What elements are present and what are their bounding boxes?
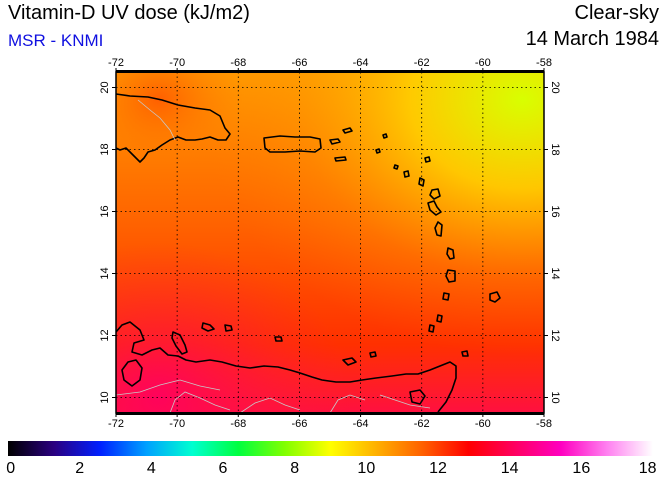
colorbar-labels: 0 2 4 6 8 10 12 14 16 18 (6, 460, 656, 480)
colorbar-tick-label: 18 (638, 460, 657, 477)
colorbar (8, 441, 653, 456)
colorbar-tick-label: 4 (146, 460, 156, 477)
colorbar-tick-label: 8 (290, 460, 300, 477)
lat-tick-label-left: 20 (99, 81, 111, 93)
lon-tick-label-bottom: -68 (230, 418, 246, 430)
lon-tick-label-top: -58 (536, 57, 552, 69)
lat-tick-label-right: 10 (549, 391, 561, 403)
lat-tick-label-left: 10 (99, 391, 111, 403)
sky-condition: Clear-sky (574, 2, 659, 24)
coastlines (116, 93, 501, 413)
lon-tick-label-top: -62 (414, 57, 430, 69)
colorbar-tick-label: 10 (357, 460, 376, 477)
lon-tick-label-top: -64 (353, 57, 369, 69)
lat-tick-label-right: 12 (549, 329, 561, 341)
colorbar-tick-label: 16 (572, 460, 591, 477)
lon-tick-label-top: -72 (108, 57, 124, 69)
lat-tick-label-right: 20 (549, 81, 561, 93)
colorbar-tick-label: 2 (75, 460, 85, 477)
lon-tick-label-bottom: -58 (536, 418, 552, 430)
map-date: 14 March 1984 (525, 28, 659, 50)
borders (116, 99, 431, 413)
lon-tick-label-top: -70 (169, 57, 185, 69)
lat-tick-label-left: 14 (99, 267, 111, 279)
lat-tick-label-left: 16 (99, 205, 111, 217)
lon-tick-label-bottom: -66 (291, 418, 307, 430)
colorbar-tick-label: 14 (500, 460, 519, 477)
lat-tick-label-right: 14 (549, 267, 561, 279)
lon-tick-label-bottom: -64 (353, 418, 369, 430)
lon-tick-label-bottom: -70 (169, 418, 185, 430)
lat-tick-label-left: 12 (99, 329, 111, 341)
lon-tick-label-top: -66 (291, 57, 307, 69)
map-panel: -72 -72 -70 -70 -68 -68 -66 -66 -64 -64 -62 -62 -60 -… (99, 57, 561, 430)
lon-tick-label-bottom: -60 (475, 418, 491, 430)
lat-tick-label-right: 16 (549, 205, 561, 217)
colorbar-tick-label: 12 (429, 460, 447, 477)
lat-tick-label-right: 18 (549, 143, 561, 155)
colorbar-tick-label: 6 (218, 460, 228, 477)
colorbar-tick-label: 0 (6, 460, 16, 477)
map-title: Vitamin-D UV dose (kJ/m2) (8, 2, 250, 24)
map-source: MSR - KNMI (8, 31, 104, 50)
lon-tick-label-bottom: -62 (414, 418, 430, 430)
lon-tick-label-top: -68 (230, 57, 246, 69)
lat-tick-label-left: 18 (99, 143, 111, 155)
lon-tick-label-bottom: -72 (108, 418, 124, 430)
lon-tick-label-top: -60 (475, 57, 491, 69)
